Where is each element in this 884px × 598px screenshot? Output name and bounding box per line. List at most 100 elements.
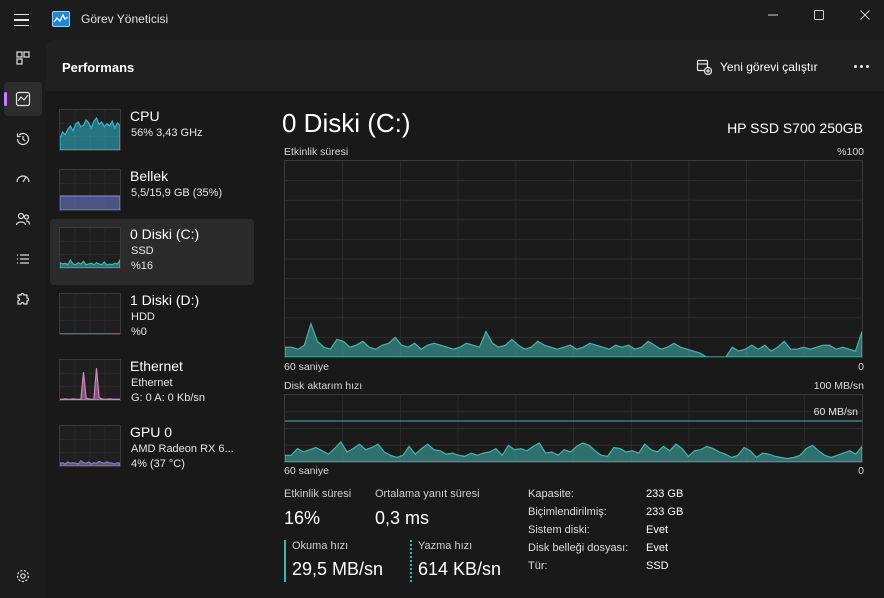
thumbnail-series — [60, 367, 120, 400]
navigation-rail — [0, 40, 46, 598]
property-key: Sistem diski: — [528, 524, 590, 536]
task-manager-app-icon — [52, 11, 70, 27]
activity-graph-min: 0 — [858, 361, 864, 373]
transfer-graph-min: 0 — [858, 465, 864, 477]
device-usage: 4% (37 °C) — [131, 458, 185, 470]
run-new-task-icon — [696, 59, 712, 75]
device-usage: %0 — [131, 326, 147, 338]
ethernet-thumbnail-graph — [59, 359, 121, 401]
device-cpu[interactable]: CPU 56% 3,43 GHz — [50, 101, 254, 167]
history-icon — [16, 132, 30, 146]
users-icon — [15, 212, 31, 226]
hamburger-menu-icon[interactable] — [10, 10, 32, 30]
thumbnail-series — [60, 195, 120, 210]
transfer-graph-max: 100 MB/sn — [813, 380, 864, 392]
device-type: HDD — [131, 311, 155, 323]
active-time-label: Etkinlik süresi — [284, 488, 352, 500]
transfer-graph-secondary-max: 60 MB/sn — [813, 406, 858, 418]
transfer-graph-label: Disk aktarım hızı — [284, 380, 363, 392]
read-rate-indicator — [284, 540, 286, 582]
write-speed-value: 614 KB/sn — [418, 559, 502, 579]
device-detail: 56% 3,43 GHz — [131, 127, 203, 139]
active-time-value: 16% — [284, 508, 321, 528]
close-button[interactable] — [842, 0, 884, 30]
nav-users[interactable] — [4, 202, 42, 236]
services-puzzle-icon — [17, 292, 30, 305]
nav-settings[interactable] — [4, 559, 42, 593]
cpu-thumbnail-graph — [59, 109, 121, 151]
device-memory[interactable]: Bellek 5,5/15,9 GB (35%) — [50, 161, 254, 227]
device-gpu[interactable]: GPU 0 AMD Radeon RX 6... 4% (37 °C) — [50, 417, 254, 483]
write-speed-label: Yazma hızı — [418, 540, 473, 552]
run-new-task-button[interactable]: Yeni görevi çalıştır — [696, 56, 818, 78]
property-value: Evet — [646, 524, 669, 536]
startup-speedometer-icon — [16, 175, 30, 183]
nav-details[interactable] — [4, 242, 42, 276]
nav-app-history[interactable] — [4, 122, 42, 156]
property-key: Disk belleği dosyası: — [528, 542, 629, 554]
device-name: Bellek — [130, 168, 169, 184]
maximize-button[interactable] — [796, 0, 842, 30]
close-icon — [860, 10, 870, 20]
property-key: Kapasite: — [528, 488, 574, 500]
device-type: SSD — [131, 245, 154, 257]
device-usage: %16 — [131, 260, 154, 272]
minimize-icon — [768, 14, 778, 16]
device-type: AMD Radeon RX 6... — [131, 443, 234, 455]
nav-startup-apps[interactable] — [4, 162, 42, 196]
disk1-thumbnail-graph — [59, 293, 121, 335]
avg-response-value: 0,3 ms — [375, 508, 430, 528]
device-type: Ethernet — [131, 377, 173, 389]
content-area: Performans Yeni görevi çalıştır CPU 56% … — [46, 40, 884, 598]
activity-graph-max: %100 — [837, 146, 864, 158]
memory-thumbnail-graph — [59, 169, 121, 211]
page-title: Performans — [62, 60, 135, 75]
property-key: Tür: — [528, 560, 548, 572]
gear-icon — [16, 569, 30, 583]
activity-graph-label: Etkinlik süresi — [284, 146, 349, 158]
write-rate-indicator — [410, 540, 412, 582]
disk-model: HP SSD S700 250GB — [727, 120, 863, 136]
performance-icon — [15, 91, 31, 107]
minimize-button[interactable] — [750, 0, 796, 30]
activity-graph-time: 60 saniye — [284, 361, 329, 373]
device-name: CPU — [130, 108, 160, 124]
device-name: 0 Diski (C:) — [130, 226, 200, 242]
property-value: 233 GB — [646, 488, 684, 500]
activity-series — [285, 321, 862, 357]
command-bar: Performans Yeni görevi çalıştır — [46, 40, 884, 92]
device-ethernet[interactable]: Ethernet Ethernet G: 0 A: 0 Kb/sn — [50, 351, 254, 417]
device-name: Ethernet — [130, 358, 183, 374]
disk-title: 0 Diski (C:) — [282, 108, 411, 138]
device-disk-1[interactable]: 1 Diski (D:) HDD %0 — [50, 285, 254, 351]
maximize-icon — [814, 10, 824, 20]
transfer-graph-time: 60 saniye — [284, 465, 329, 477]
window-title: Görev Yöneticisi — [81, 12, 169, 26]
read-speed-value: 29,5 MB/sn — [292, 559, 384, 579]
transfer-rate-graph: 60 MB/sn — [284, 394, 863, 463]
property-value: SSD — [646, 560, 669, 572]
more-options-button[interactable] — [850, 58, 872, 74]
run-new-task-label: Yeni görevi çalıştır — [720, 60, 818, 74]
thumbnail-series — [60, 258, 120, 268]
details-list-icon — [17, 254, 29, 264]
activity-time-graph — [284, 160, 863, 358]
device-disk-0[interactable]: 0 Diski (C:) SSD %16 — [50, 219, 254, 285]
thumbnail-series — [60, 116, 120, 150]
disk0-thumbnail-graph — [59, 227, 121, 269]
device-detail: 5,5/15,9 GB (35%) — [131, 187, 223, 199]
gpu-thumbnail-graph — [59, 425, 121, 467]
device-name: 1 Diski (D:) — [130, 292, 200, 308]
read-speed-label: Okuma hızı — [292, 540, 349, 552]
avg-response-label: Ortalama yanıt süresi — [375, 488, 480, 500]
property-key: Biçimlendirilmiş: — [528, 506, 607, 518]
device-name: GPU 0 — [130, 424, 173, 440]
read-transfer-series — [285, 440, 862, 462]
title-bar: Görev Yöneticisi — [0, 0, 884, 40]
nav-services[interactable] — [4, 282, 42, 316]
thumbnail-series — [60, 459, 120, 466]
nav-performance[interactable] — [4, 82, 42, 116]
nav-processes[interactable] — [4, 41, 42, 75]
property-value: 233 GB — [646, 506, 684, 518]
property-value: Evet — [646, 542, 669, 554]
